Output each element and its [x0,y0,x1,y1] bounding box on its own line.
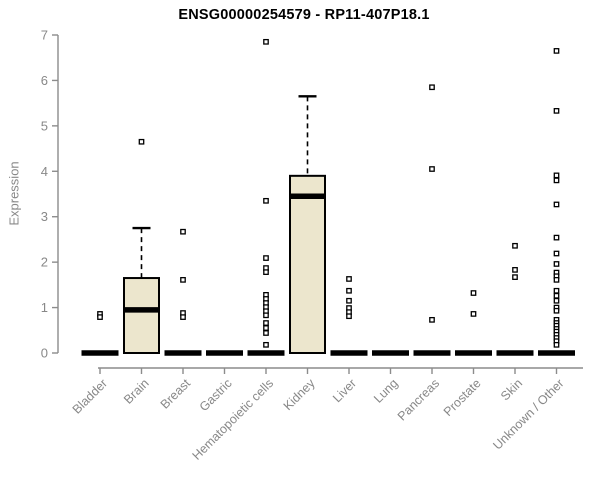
y-tick-label: 5 [41,118,48,133]
x-tick-label: Hematopoietic cells [190,376,277,463]
outlier-point [263,38,269,45]
x-tick-label: Pancreas [395,376,442,423]
outlier-point [263,330,269,336]
outlier-point [470,290,477,296]
outlier-point [263,269,269,275]
outlier-point [553,177,560,184]
y-tick-label: 0 [41,346,48,361]
outlier-point [553,292,560,299]
y-tick-label: 4 [41,164,48,179]
outlier-point [180,228,186,235]
outlier-point [512,274,518,280]
chart-title: ENSG00000254579 - RP11-407P18.1 [178,7,430,23]
outlier-point [553,287,560,294]
outlier-point [429,166,435,172]
outlier-point [553,234,560,241]
x-tick-label: Lung [371,376,401,406]
x-tick-label: Breast [158,376,194,412]
x-tick-label: Skin [498,376,525,403]
box-brain [123,277,160,354]
outlier-point [263,320,269,326]
outlier-point [346,287,352,294]
x-tick-label: Gastric [197,376,235,414]
outlier-point [553,250,560,257]
box-kidney [289,174,326,354]
outlier-point [553,277,560,283]
outlier-point [553,307,560,314]
outlier-point [553,341,560,348]
outlier-point [180,277,186,283]
outlier-point [263,341,269,348]
outlier-point [553,108,560,114]
outlier-point [263,255,269,261]
outlier-point [346,297,352,304]
outlier-point [553,261,560,267]
y-tick-label: 2 [41,255,48,270]
x-tick-label: Unknown / Other [490,376,566,452]
y-axis-label: Expression [6,161,22,226]
outlier-point [512,267,518,273]
x-tick-label: Prostate [441,376,484,419]
x-tick-label: Kidney [281,376,318,413]
x-tick-label: Liver [330,376,359,405]
outlier-point [553,201,560,208]
outlier-point [553,297,560,304]
outlier-point [138,138,145,145]
outlier-point [429,84,435,91]
x-tick-label: Bladder [70,376,110,416]
outlier-point [429,316,435,323]
outlier-point [263,325,269,331]
outlier-point [553,48,560,54]
y-tick-label: 7 [41,28,48,43]
outlier-point [180,314,186,320]
y-tick-label: 3 [41,209,48,224]
outlier-point [512,242,518,249]
outlier-point [470,311,477,317]
outlier-point [346,276,352,282]
outlier-point [553,172,560,179]
y-tick-label: 6 [41,73,48,88]
outlier-point [346,313,352,320]
y-tick-label: 1 [41,300,48,315]
x-tick-label: Brain [121,376,152,407]
outlier-point [263,312,269,319]
outlier-point [97,314,103,320]
outlier-point [263,197,269,204]
